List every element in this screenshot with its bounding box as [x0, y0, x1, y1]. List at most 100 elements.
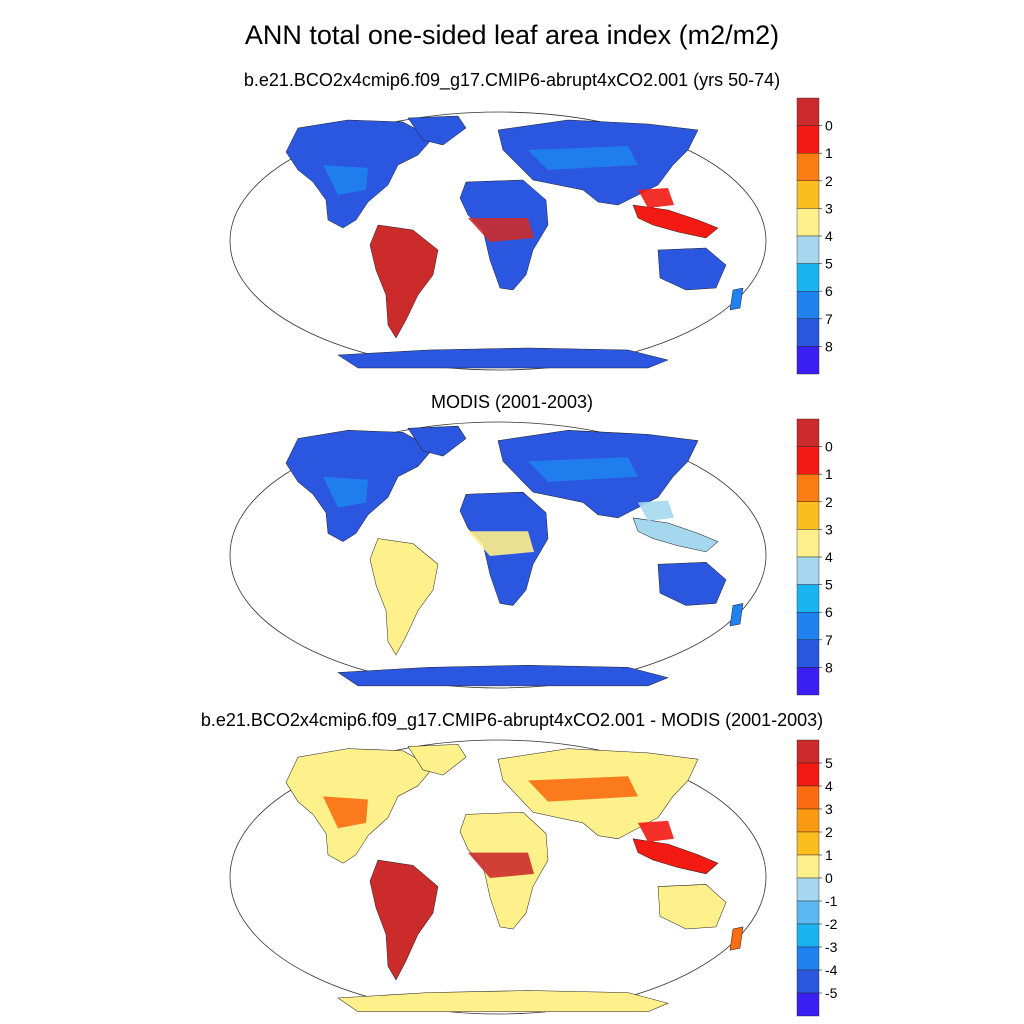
continent-southAmerica — [369, 859, 439, 981]
colorbar-diff-swatch — [796, 969, 820, 994]
colorbar-diff-tick-label: -4 — [825, 962, 838, 978]
colorbar-obs-tick-label: 0 — [825, 439, 833, 455]
colorbar-obs-tick-label: 3 — [825, 521, 833, 537]
colorbar-model-swatch — [796, 318, 820, 347]
colorbar-obs-swatch — [796, 446, 820, 475]
colorbar-diff-swatch — [796, 992, 820, 1017]
colorbar-obs-tick-label: 4 — [825, 549, 833, 565]
colorbar-diff-swatch — [796, 762, 820, 787]
colorbar-diff-tick-label: 2 — [825, 824, 833, 840]
map-obs — [229, 421, 767, 689]
colorbar-diff-tick-label: -3 — [825, 939, 838, 955]
region-central-africa — [468, 852, 534, 879]
colorbar-diff-tick-label: 0 — [825, 870, 833, 886]
continent-seAsia — [632, 838, 719, 875]
colorbar-model-tick-label: 7 — [825, 311, 833, 327]
colorbar-obs-swatch — [796, 529, 820, 558]
colorbar-obs-swatch — [796, 556, 820, 585]
region-boreal-eurasia — [528, 776, 638, 802]
continent-antarctica — [337, 990, 669, 1013]
continent-greenland — [407, 744, 467, 776]
colorbar-diff-tick-label: 5 — [825, 755, 833, 771]
colorbar-model-tick-label: 5 — [825, 256, 833, 272]
colorbar-model-swatch — [796, 290, 820, 319]
continent-seAsia — [632, 517, 719, 553]
colorbar-diff-swatch — [796, 900, 820, 925]
colorbar-model-swatch — [796, 153, 820, 182]
colorbar-diff: 5 4 3 2 1 0 -1 -2 -3 -4 -5 — [796, 739, 838, 1017]
colorbar-model-swatch — [796, 235, 820, 264]
continent-australia — [657, 247, 727, 291]
continent-seAsia — [632, 204, 719, 239]
region-central-africa — [468, 218, 534, 242]
region-boreal-eurasia — [528, 457, 638, 482]
continent-southAmerica — [369, 224, 439, 339]
continent-newzealand — [729, 926, 744, 951]
colorbar-obs-swatch — [796, 639, 820, 668]
continent-antarctica — [337, 665, 669, 687]
region-eastern-north-america — [323, 165, 368, 195]
colorbar-obs-tick-label: 8 — [825, 659, 833, 675]
colorbar-model-swatch — [796, 208, 820, 237]
continent-australia — [657, 561, 727, 606]
colorbar-obs-tick-label: 6 — [825, 604, 833, 620]
map-diff — [229, 739, 767, 1015]
continent-australia — [657, 884, 727, 930]
colorbar-obs-tick-label: 7 — [825, 632, 833, 648]
panel-title-obs: MODIS (2001-2003) — [430, 392, 594, 412]
colorbar-model-tick-label: 0 — [825, 118, 833, 134]
figure-title: ANN total one-sided leaf area index (m2/… — [244, 20, 780, 50]
colorbar-model: 0 1 2 3 4 5 6 7 8 — [796, 97, 833, 375]
colorbar-diff-swatch — [796, 854, 820, 879]
colorbar-diff-swatch — [796, 923, 820, 948]
colorbar-obs-swatch — [796, 611, 820, 640]
region-east-asia — [638, 820, 674, 842]
colorbar-diff-swatch — [796, 831, 820, 856]
colorbar-model-swatch — [796, 346, 820, 375]
region-boreal-eurasia — [528, 146, 638, 170]
colorbar-diff-swatch — [796, 946, 820, 971]
colorbar-model-swatch — [796, 125, 820, 154]
continent-newzealand — [729, 287, 744, 311]
colorbar-obs-swatch — [796, 474, 820, 503]
colorbar-diff-tick-label: -2 — [825, 916, 838, 932]
colorbar-model-swatch — [796, 263, 820, 292]
colorbar-diff-tick-label: 1 — [825, 847, 833, 863]
continent-newzealand — [729, 603, 744, 627]
colorbar-model-tick-label: 4 — [825, 228, 833, 244]
colorbar-obs: 0 1 2 3 4 5 6 7 8 — [796, 418, 833, 696]
colorbar-obs-swatch — [796, 418, 820, 447]
map-model — [229, 111, 767, 371]
colorbar-model-tick-label: 3 — [825, 200, 833, 216]
panel-title-model: b.e21.BCO2x4cmip6.f09_g17.CMIP6-abrupt4x… — [243, 70, 781, 90]
colorbar-obs-tick-label: 5 — [825, 577, 833, 593]
panel-title-diff: b.e21.BCO2x4cmip6.f09_g17.CMIP6-abrupt4x… — [200, 710, 824, 730]
colorbar-diff-swatch — [796, 785, 820, 810]
colorbar-diff-tick-label: -1 — [825, 893, 838, 909]
colorbar-diff-swatch — [796, 739, 820, 764]
continent-southAmerica — [369, 538, 439, 656]
colorbar-diff-tick-label: 4 — [825, 778, 833, 794]
colorbar-model-tick-label: 2 — [825, 173, 833, 189]
colorbar-diff-swatch — [796, 808, 820, 833]
colorbar-model-tick-label: 8 — [825, 338, 833, 354]
colorbar-model-swatch — [796, 97, 820, 126]
continent-antarctica — [337, 347, 669, 369]
region-east-asia — [638, 188, 674, 208]
colorbar-diff-tick-label: -5 — [825, 985, 838, 1001]
colorbar-obs-tick-label: 2 — [825, 494, 833, 510]
region-central-africa — [468, 531, 534, 557]
colorbar-model-swatch — [796, 180, 820, 209]
colorbar-model-tick-label: 6 — [825, 283, 833, 299]
colorbar-diff-tick-label: 3 — [825, 801, 833, 817]
continent-greenland — [407, 115, 467, 146]
colorbar-obs-tick-label: 1 — [825, 466, 833, 482]
colorbar-obs-swatch — [796, 667, 820, 696]
region-eastern-north-america — [323, 796, 368, 829]
colorbar-obs-swatch — [796, 501, 820, 530]
colorbar-model-tick-label: 1 — [825, 145, 833, 161]
colorbar-obs-swatch — [796, 584, 820, 613]
colorbar-diff-swatch — [796, 877, 820, 902]
region-east-asia — [638, 500, 674, 521]
continent-greenland — [407, 425, 467, 457]
